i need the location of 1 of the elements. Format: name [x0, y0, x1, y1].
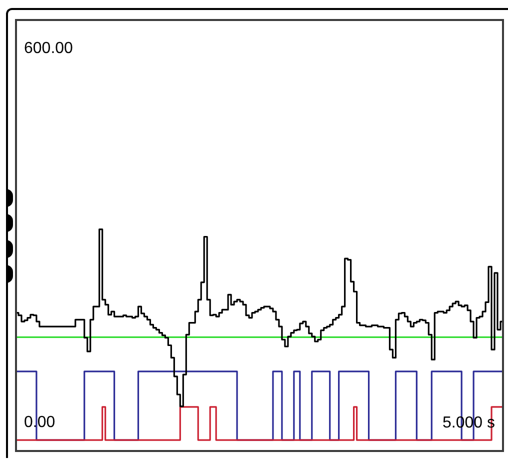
y-tick-label: 600.00: [24, 40, 74, 57]
